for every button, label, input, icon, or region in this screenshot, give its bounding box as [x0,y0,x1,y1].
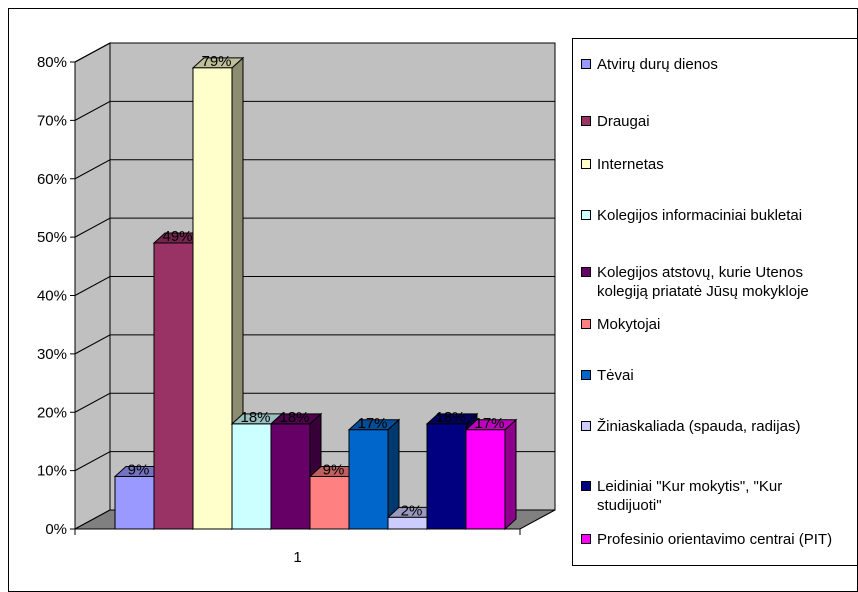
legend-label: Mokytojai [597,316,661,333]
legend-item: Mokytojai [581,315,849,334]
legend-item: Internetas [581,155,849,174]
bar [269,412,323,531]
gridline [74,42,555,63]
bar-front [348,429,389,530]
gridline [74,451,555,472]
bar-front [426,423,467,530]
legend-label: Atvirų durų dienos [597,56,718,73]
legend-item: Kolegijos informaciniai bukletai [581,206,849,225]
legend-item: Žiniaskaliada (spauda, radijas) [581,417,849,436]
legend-item: Kolegijos atstovų, kurie Utenos kolegiją… [581,263,849,301]
legend-swatch [581,159,591,169]
legend: Atvirų durų dienos Draugai Internetas Koleg… [572,38,858,566]
bar-side [504,418,517,531]
gridline [74,334,555,355]
data-label: 9% [128,461,150,478]
legend-label: Leidiniai "Kur mokytis", "Kur studijuoti… [597,478,783,514]
chart-bars [113,56,518,531]
bar [464,418,518,531]
legend-swatch [581,210,591,220]
legend-label: Tėvai [597,367,634,384]
legend-swatch [581,59,591,69]
legend-item: Atvirų durų dienos [581,55,849,74]
data-label: 17% [474,415,504,432]
legend-swatch [581,421,591,431]
y-tick-label: 70% [37,112,67,129]
legend-swatch [581,319,591,329]
data-label: 18% [240,409,270,426]
y-tick-label: 20% [37,404,67,421]
y-tick-label: 60% [37,171,67,188]
bar-front [309,475,350,530]
legend-swatch [581,481,591,491]
bar-front [270,423,311,530]
bar [191,56,245,531]
data-label: 2% [401,502,423,519]
legend-swatch [581,267,591,277]
gridline [74,392,555,413]
y-tick-label: 0% [45,521,67,538]
y-tick-label: 50% [37,229,67,246]
data-label: 18% [279,409,309,426]
bar-front [192,67,233,530]
chart-gridlines [74,42,555,472]
chart-data-labels: 9% 49% 79% 18% 18% 9% 17% 2% 18% 17% [128,53,505,519]
legend-item: Leidiniai "Kur mokytis", "Kur studijuoti… [581,477,849,515]
data-label: 49% [162,228,192,245]
data-label: 17% [357,415,387,432]
legend-label: Kolegijos informaciniai bukletai [597,207,803,224]
y-tick-label: 30% [37,346,67,363]
legend-item: Draugai [581,112,849,131]
x-category-label: 1 [293,549,301,566]
legend-swatch [581,534,591,544]
legend-item: Tėvai [581,366,849,385]
chart-axes: 0% 10% 20% 30% 40% 50% 60% 70% 80% 1 [37,54,521,566]
gridline [74,217,555,238]
legend-label: Kolegijos atstovų, kurie Utenos kolegiją… [597,264,809,300]
bar-front [153,242,194,530]
legend-label: Žiniaskaliada (spauda, radijas) [597,418,801,435]
legend-label: Internetas [597,156,664,173]
y-tick-label: 80% [37,54,67,71]
gridline [74,159,555,180]
gridline [74,100,555,121]
legend-label: Draugai [597,113,650,130]
y-tick-label: 40% [37,288,67,305]
legend-item: Profesinio orientavimo centrai (PIT) [581,530,849,549]
data-label: 18% [435,409,465,426]
bar [347,418,401,531]
y-tick-label: 10% [37,463,67,480]
legend-swatch [581,116,591,126]
bar-front [114,475,155,530]
gridline [74,276,555,296]
bar-front [465,429,506,530]
legend-label: Profesinio orientavimo centrai (PIT) [597,531,833,548]
data-label: 9% [323,461,345,478]
data-label: 79% [201,53,231,70]
bar-front [231,423,272,530]
legend-swatch [581,370,591,380]
